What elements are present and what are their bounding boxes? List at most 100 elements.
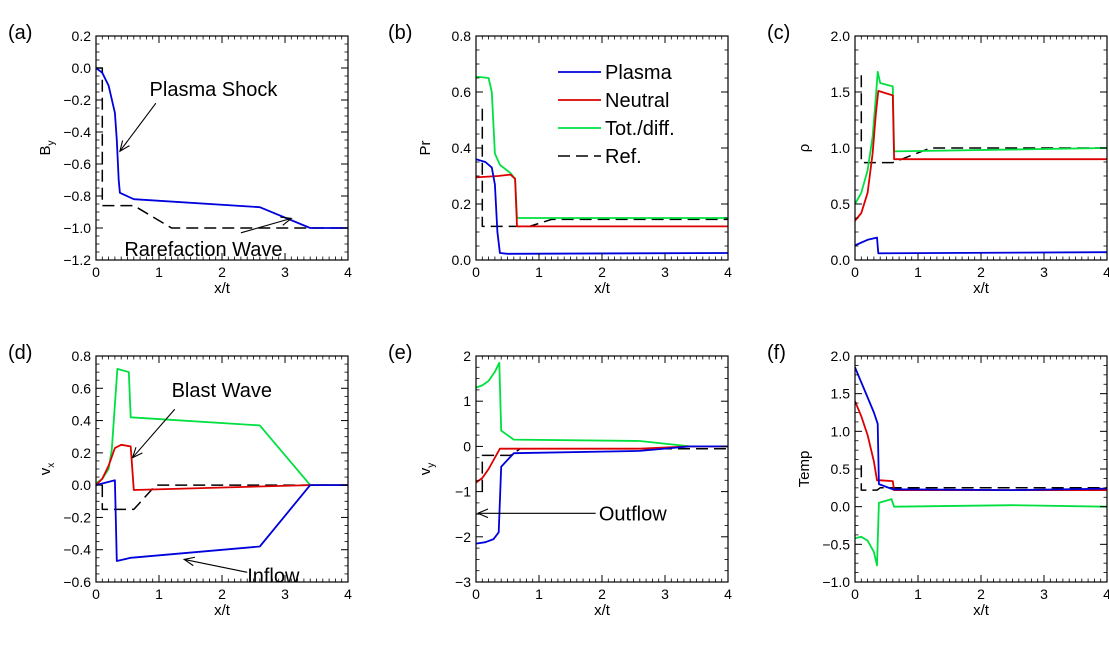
annotation-arrow-head bbox=[182, 556, 196, 567]
y-axis-label-main: v bbox=[37, 467, 54, 475]
x-tick-label: 2 bbox=[598, 264, 606, 280]
y-tick-label: −1.0 bbox=[822, 574, 850, 590]
series-ref-line bbox=[481, 447, 728, 492]
series-total-line bbox=[476, 361, 728, 448]
y-tick-label: −1.2 bbox=[63, 252, 91, 268]
panel-f: 0 1 2 3 4 x/t −1.0 −0.5 0.0 0.5 1.0 1.5 2.0 Temp (f) bbox=[767, 342, 1109, 619]
series-group bbox=[476, 361, 728, 545]
y-tick-label: 1 bbox=[463, 393, 471, 409]
y-tick-label: −0.5 bbox=[822, 536, 850, 552]
y-tick-label: 0 bbox=[463, 438, 471, 454]
y-tick-label: 0.5 bbox=[831, 196, 851, 212]
x-axis-label: x/t bbox=[594, 280, 611, 297]
legend: Plasma Neutral Tot./diff. Ref. bbox=[558, 62, 675, 168]
series-group bbox=[855, 70, 1107, 255]
y-tick-label: −3 bbox=[455, 574, 471, 590]
y-axis-label: ρ bbox=[796, 144, 813, 153]
annotation-arrow-line bbox=[240, 217, 292, 234]
annotation-arrow-head bbox=[476, 508, 489, 519]
x-tick-label: 3 bbox=[1040, 586, 1048, 602]
x-axis-label: x/t bbox=[973, 280, 990, 297]
y-tick-label: −0.4 bbox=[63, 124, 91, 140]
y-tick-label: 2.0 bbox=[831, 28, 851, 44]
y-tick-label: 0.0 bbox=[452, 252, 472, 268]
series-group bbox=[476, 75, 728, 255]
y-tick-label: −0.8 bbox=[63, 188, 91, 204]
y-tick-label: 0.8 bbox=[72, 348, 92, 364]
y-axis-label-main: Pr bbox=[417, 140, 434, 155]
series-plasma-line bbox=[476, 158, 728, 255]
y-tick-label: 0.4 bbox=[452, 140, 472, 156]
x-tick-label: 2 bbox=[218, 586, 226, 602]
legend-label: Ref. bbox=[605, 146, 642, 168]
y-tick-label: −1.0 bbox=[63, 220, 91, 236]
y-axis-label-main: v bbox=[417, 467, 434, 475]
x-tick-label: 2 bbox=[218, 264, 226, 280]
x-tick-label: 2 bbox=[977, 586, 985, 602]
panel-b: 0 1 2 3 4 x/t 0.0 0.2 0.4 0.6 0.8 Pr (b) Plasma Neutra… bbox=[388, 22, 732, 297]
series-total-line bbox=[855, 498, 1107, 567]
x-tick-label: 1 bbox=[155, 586, 163, 602]
y-axis-label-main: B bbox=[37, 145, 54, 155]
series-neutral-line bbox=[476, 173, 728, 228]
x-tick-label: 3 bbox=[661, 586, 669, 602]
x-tick-label: 4 bbox=[1103, 264, 1109, 280]
y-tick-label: 0.5 bbox=[831, 461, 851, 477]
x-tick-label: 1 bbox=[535, 264, 543, 280]
y-tick-label: 2 bbox=[463, 348, 471, 364]
x-tick-label: 0 bbox=[472, 264, 480, 280]
series-ref-line bbox=[860, 465, 1107, 491]
y-tick-label: −1 bbox=[455, 484, 471, 500]
y-axis-label: Temp bbox=[796, 451, 813, 488]
annotation: Rarefaction Wave bbox=[124, 216, 293, 261]
series-plasma-line bbox=[96, 479, 348, 562]
annotation: Inflow bbox=[182, 556, 300, 588]
series-neutral-line bbox=[96, 443, 348, 491]
x-tick-label: 4 bbox=[1103, 586, 1109, 602]
y-tick-label: 0.6 bbox=[72, 380, 92, 396]
panel-letter: (f) bbox=[767, 342, 786, 364]
series-ref-line bbox=[101, 484, 348, 511]
legend-item-neutral: Neutral bbox=[558, 90, 669, 112]
x-tick-label: 0 bbox=[851, 264, 859, 280]
series-total-line bbox=[476, 75, 728, 219]
panel-d: 0 1 2 3 4 x/t −0.6 −0.4 −0.2 0.0 0.2 0.4 0.6 0.8 vx (d)… bbox=[8, 342, 352, 619]
annotation-arrow-line bbox=[132, 408, 176, 459]
x-tick-label: 0 bbox=[472, 586, 480, 602]
y-tick-label: −0.6 bbox=[63, 574, 91, 590]
x-tick-label: 2 bbox=[977, 264, 985, 280]
y-axis-label-subscript: x bbox=[46, 463, 57, 468]
legend-item-total: Tot./diff. bbox=[558, 118, 675, 140]
plot-frame bbox=[475, 355, 729, 583]
y-tick-label: 1.5 bbox=[831, 84, 851, 100]
annotation: Outflow bbox=[476, 503, 667, 525]
panel-letter: (b) bbox=[388, 22, 412, 44]
y-tick-label: −0.6 bbox=[63, 156, 91, 172]
x-axis-label: x/t bbox=[594, 602, 611, 619]
legend-label: Tot./diff. bbox=[605, 118, 675, 140]
series-group bbox=[855, 366, 1107, 567]
y-tick-label: 1.5 bbox=[831, 386, 851, 402]
panel-c: 0 1 2 3 4 x/t 0.0 0.5 1.0 1.5 2.0 ρ (c) bbox=[767, 22, 1109, 297]
y-tick-label: −2 bbox=[455, 529, 471, 545]
annotation-label: Inflow bbox=[247, 566, 300, 588]
series-plasma-line bbox=[855, 236, 1107, 255]
series-plasma-line bbox=[96, 67, 348, 229]
series-total-line bbox=[96, 367, 348, 487]
annotation-arrow-head bbox=[131, 447, 143, 459]
y-tick-label: 0.6 bbox=[452, 84, 472, 100]
x-tick-label: 3 bbox=[661, 264, 669, 280]
y-axis-label: vx bbox=[37, 463, 57, 476]
annotation-label: Plasma Shock bbox=[150, 79, 279, 101]
x-axis-label: x/t bbox=[973, 602, 990, 619]
x-tick-label: 1 bbox=[914, 586, 922, 602]
y-tick-label: 0.4 bbox=[72, 413, 92, 429]
series-ref-line bbox=[860, 75, 1107, 164]
x-tick-label: 3 bbox=[281, 586, 289, 602]
x-tick-label: 4 bbox=[344, 586, 352, 602]
y-axis-label-subscript: y bbox=[46, 140, 57, 145]
series-neutral-line bbox=[855, 400, 1107, 492]
panel-letter: (c) bbox=[767, 22, 790, 44]
x-tick-label: 4 bbox=[724, 586, 732, 602]
